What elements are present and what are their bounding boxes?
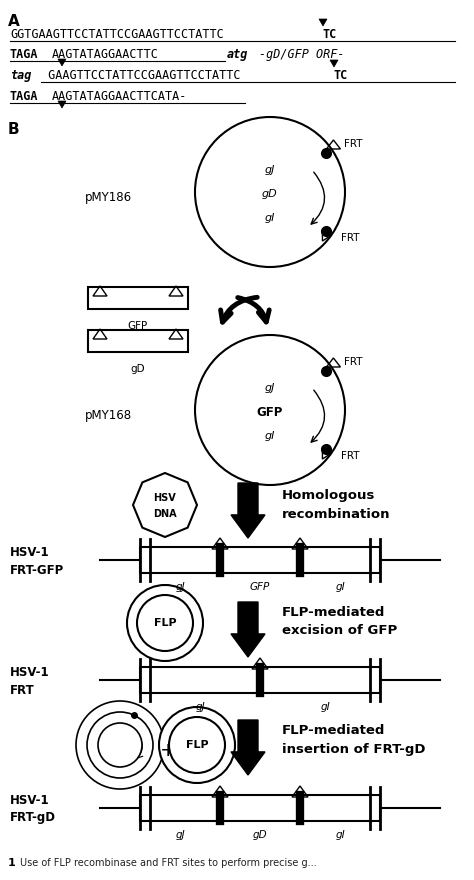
Text: AAGTATAGGAACTTCATA-: AAGTATAGGAACTTCATA- (52, 90, 187, 103)
Circle shape (169, 717, 225, 773)
Circle shape (87, 712, 153, 778)
Text: FRT-gD: FRT-gD (10, 811, 56, 825)
Text: gD: gD (262, 189, 278, 199)
Text: FRT-GFP: FRT-GFP (10, 563, 64, 576)
Text: 1: 1 (8, 858, 16, 868)
Text: FLP: FLP (154, 618, 176, 628)
Text: atg: atg (227, 48, 248, 61)
FancyArrow shape (231, 483, 265, 538)
Text: -gD/GFP ORF-: -gD/GFP ORF- (259, 48, 345, 61)
Text: pMY186: pMY186 (85, 190, 132, 203)
FancyBboxPatch shape (88, 330, 188, 352)
Polygon shape (58, 101, 66, 108)
Text: TC: TC (334, 69, 348, 82)
Text: +: + (160, 740, 176, 759)
Text: insertion of FRT-gD: insertion of FRT-gD (282, 743, 426, 756)
Text: tag: tag (10, 69, 31, 82)
Text: gD: gD (112, 740, 128, 750)
Text: Use of FLP recombinase and FRT sites to perform precise g...: Use of FLP recombinase and FRT sites to … (20, 858, 317, 868)
Text: TAGA: TAGA (10, 48, 38, 61)
Text: gJ: gJ (175, 830, 185, 840)
Circle shape (98, 723, 142, 767)
Circle shape (159, 707, 235, 783)
Text: gI: gI (265, 213, 275, 223)
Text: GGTGAAGTTCCTATTCCGAAGTTCCTATTC: GGTGAAGTTCCTATTCCGAAGTTCCTATTC (10, 28, 224, 41)
Text: TAGA: TAGA (10, 90, 38, 103)
Text: FRT: FRT (341, 451, 360, 461)
Text: excision of GFP: excision of GFP (282, 625, 397, 637)
Text: TC: TC (323, 28, 337, 41)
Circle shape (208, 130, 332, 254)
Text: GFP: GFP (257, 406, 283, 419)
Text: gJ: gJ (265, 383, 275, 393)
Polygon shape (319, 19, 327, 26)
Text: gI: gI (320, 702, 330, 712)
Text: gJ: gJ (175, 582, 185, 592)
FancyBboxPatch shape (140, 667, 380, 693)
Text: FRT: FRT (345, 357, 363, 367)
Circle shape (76, 701, 164, 789)
Circle shape (208, 348, 332, 472)
Text: FRT: FRT (341, 233, 360, 243)
Text: FLP: FLP (186, 740, 208, 750)
FancyArrow shape (231, 720, 265, 775)
Text: AAGTATAGGAACTTC: AAGTATAGGAACTTC (52, 48, 159, 61)
Text: HSV-1: HSV-1 (10, 794, 50, 806)
Circle shape (127, 585, 203, 661)
Text: GFP: GFP (128, 321, 148, 331)
Text: GAAGTTCCTATTCCGAAGTTCCTATTC: GAAGTTCCTATTCCGAAGTTCCTATTC (41, 69, 240, 82)
Text: B: B (8, 122, 19, 137)
Text: FLP-mediated: FLP-mediated (282, 605, 385, 619)
Text: HSV-1: HSV-1 (10, 665, 50, 678)
Text: GFP: GFP (250, 582, 270, 592)
Text: gI: gI (335, 830, 345, 840)
Text: recombination: recombination (282, 508, 391, 520)
Text: pMY168: pMY168 (85, 408, 132, 422)
Circle shape (195, 117, 345, 267)
FancyBboxPatch shape (140, 795, 380, 821)
Text: FRT: FRT (345, 139, 363, 149)
Text: HSV-1: HSV-1 (10, 546, 50, 559)
Text: FRT: FRT (10, 684, 35, 696)
Text: gJ: gJ (195, 702, 205, 712)
Text: gJ: gJ (265, 165, 275, 175)
Polygon shape (330, 60, 338, 67)
FancyBboxPatch shape (140, 547, 380, 573)
Text: FLP-mediated: FLP-mediated (282, 723, 385, 737)
Text: HSV: HSV (154, 493, 176, 503)
Text: A: A (8, 14, 20, 29)
Text: DNA: DNA (153, 509, 177, 519)
Circle shape (137, 595, 193, 651)
Polygon shape (58, 59, 66, 66)
Text: gD: gD (253, 830, 267, 840)
Text: gD: gD (131, 364, 146, 374)
FancyBboxPatch shape (88, 287, 188, 309)
Text: gI: gI (265, 431, 275, 441)
FancyArrow shape (231, 602, 265, 657)
Text: Homologous: Homologous (282, 488, 375, 502)
Circle shape (195, 335, 345, 485)
Text: gI: gI (335, 582, 345, 592)
